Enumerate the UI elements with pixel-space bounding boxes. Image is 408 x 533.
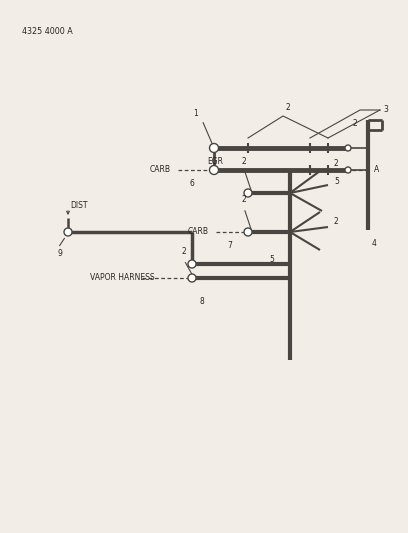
Circle shape	[345, 167, 351, 173]
Text: 7: 7	[228, 241, 233, 251]
Circle shape	[188, 274, 196, 282]
Text: A: A	[374, 166, 379, 174]
Text: 3: 3	[383, 106, 388, 115]
Text: 2: 2	[242, 157, 246, 166]
Circle shape	[64, 228, 72, 236]
Text: VAPOR HARNESS: VAPOR HARNESS	[90, 272, 155, 281]
Circle shape	[244, 228, 252, 236]
Circle shape	[244, 189, 252, 197]
Text: 5: 5	[270, 255, 275, 264]
Circle shape	[209, 143, 219, 152]
Text: 8: 8	[200, 297, 204, 306]
Text: CARB: CARB	[150, 165, 171, 174]
Text: 2: 2	[334, 158, 339, 167]
Text: CARB: CARB	[188, 227, 209, 236]
Text: 4: 4	[372, 239, 377, 248]
Text: 2: 2	[242, 196, 246, 205]
Text: EGR: EGR	[207, 157, 223, 166]
Text: 2: 2	[334, 217, 339, 227]
Text: 4325 4000 A: 4325 4000 A	[22, 28, 73, 36]
Text: 2: 2	[286, 103, 290, 112]
Text: 2: 2	[353, 119, 357, 128]
Text: DIST: DIST	[70, 201, 87, 211]
Text: 1: 1	[194, 109, 198, 117]
Text: 2: 2	[182, 247, 186, 256]
Text: 9: 9	[58, 249, 62, 259]
Circle shape	[345, 145, 351, 151]
Circle shape	[188, 260, 196, 268]
Text: 5: 5	[334, 176, 339, 185]
Circle shape	[209, 166, 219, 174]
Text: 6: 6	[190, 180, 195, 189]
